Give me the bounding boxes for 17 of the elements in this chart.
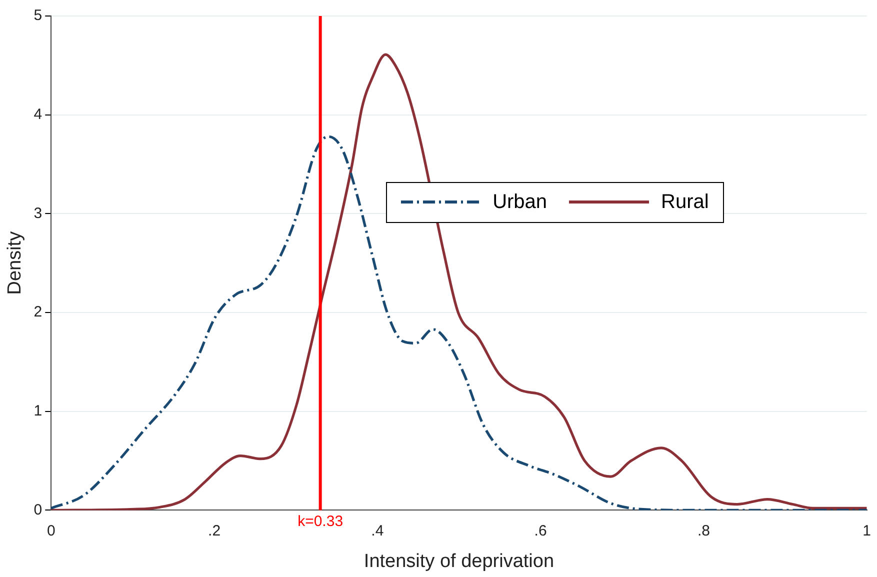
y-tick-label: 1 <box>34 402 42 420</box>
y-tick-label: 4 <box>34 106 42 123</box>
x-tick-label: 1 <box>862 522 871 540</box>
y-tick-label: 3 <box>34 204 42 222</box>
x-tick-label: .8 <box>697 522 710 540</box>
x-axis-title: Intensity of deprivation <box>364 550 554 572</box>
y-axis-title: Density <box>4 230 26 295</box>
x-tick-label: .4 <box>371 522 384 540</box>
legend-label: Urban <box>492 190 548 214</box>
x-tick-label: 0 <box>46 522 56 540</box>
ref-line-label: k=0.33 <box>298 512 344 530</box>
legend-label: Rural <box>661 190 709 214</box>
x-tick-label: .6 <box>534 522 547 540</box>
y-tick-label: 0 <box>34 501 42 518</box>
x-tick-label: .2 <box>208 522 221 540</box>
y-tick-label: 5 <box>34 7 42 24</box>
y-tick-label: 2 <box>34 304 42 321</box>
